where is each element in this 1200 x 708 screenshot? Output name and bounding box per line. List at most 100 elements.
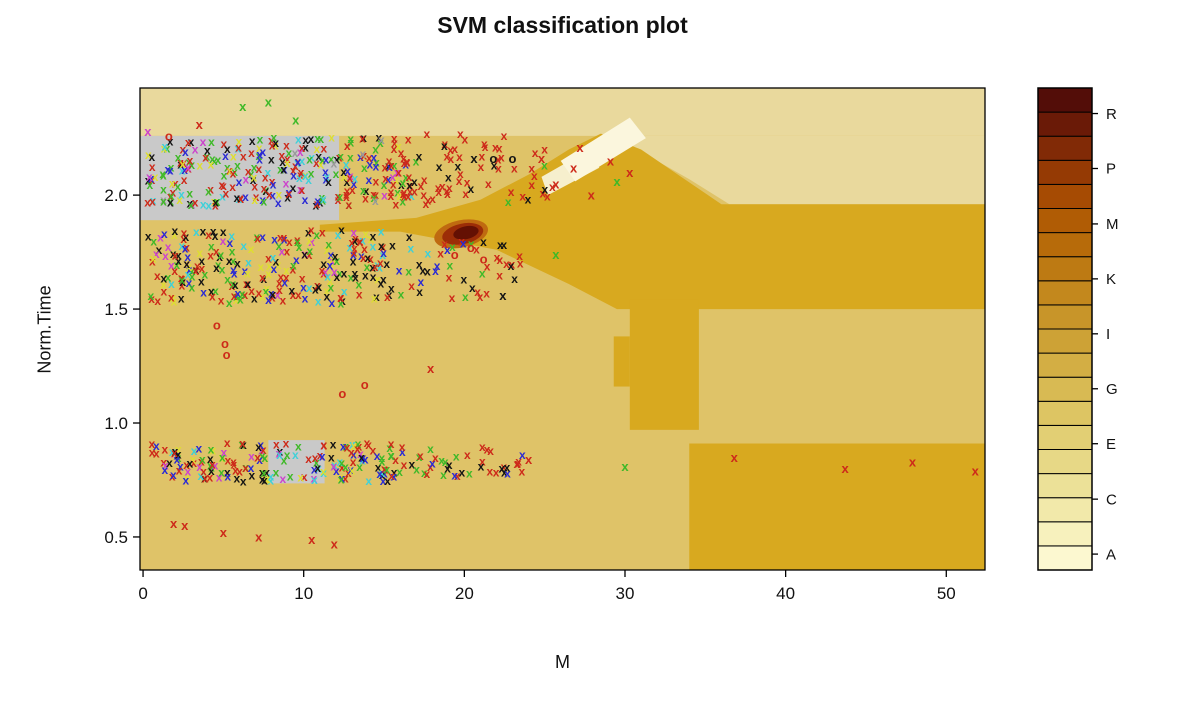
data-point-x: x [198, 455, 205, 469]
data-point-x: x [279, 294, 286, 308]
data-point-x: x [458, 235, 465, 249]
data-point-x: x [238, 438, 245, 452]
data-point-x: x [334, 270, 341, 284]
data-point-x: x [349, 183, 356, 197]
data-point-x: x [324, 270, 331, 284]
data-point-x: x [313, 156, 320, 170]
region-amber-band [319, 133, 985, 310]
data-point-x: x [314, 131, 321, 145]
data-point-x: x [187, 196, 194, 210]
data-point-x: x [313, 455, 320, 469]
data-point-x: x [283, 176, 290, 190]
data-point-x: x [254, 232, 261, 246]
data-point-x: x [172, 176, 179, 190]
data-point-o: o [221, 336, 229, 351]
data-point-x: x [180, 143, 187, 157]
data-point-x: x [425, 194, 432, 208]
data-point-x: x [185, 161, 192, 175]
data-point-x: x [263, 184, 270, 198]
data-point-x: x [208, 285, 215, 299]
data-point-x: x [295, 133, 302, 147]
data-point-x: x [347, 271, 354, 285]
data-point-x: x [160, 193, 167, 207]
data-point-x: x [179, 157, 186, 171]
data-point-x: x [177, 460, 184, 474]
data-point-x: x [394, 185, 401, 199]
data-point-x: x [391, 142, 398, 156]
data-point-x: x [150, 193, 157, 207]
data-point-x: x [232, 463, 239, 477]
data-point-x: x [153, 446, 160, 460]
data-point-x: x [228, 229, 235, 243]
data-point-x: x [250, 171, 257, 185]
data-point-x: x [451, 142, 458, 156]
data-point-x: x [212, 199, 219, 213]
data-point-x: x [347, 132, 354, 146]
data-point-x: x [356, 288, 363, 302]
data-point-x: x [152, 170, 159, 184]
data-point-x: x [399, 195, 406, 209]
data-point-x: x [266, 259, 273, 273]
data-point-x: x [269, 138, 276, 152]
data-point-x: x [171, 228, 178, 242]
data-point-x: x [481, 137, 488, 151]
data-point-x: x [296, 240, 303, 254]
data-point-x: x [185, 465, 192, 479]
data-point-x: x [281, 454, 288, 468]
data-point-x: x [251, 193, 258, 207]
data-point-x: x [338, 223, 345, 237]
data-point-x: x [477, 160, 484, 174]
data-point-x: x [302, 193, 309, 207]
data-point-x: x [169, 469, 176, 483]
data-point-x: x [207, 249, 214, 263]
data-point-x: x [231, 458, 238, 472]
data-point-x: x [160, 284, 167, 298]
data-point-x: x [841, 461, 849, 476]
data-point-x: x [531, 169, 538, 183]
data-point-x: x [237, 191, 244, 205]
data-point-x: x [256, 286, 263, 300]
data-point-x: x [429, 457, 436, 471]
data-point-x: x [377, 136, 384, 150]
data-point-x: x [386, 154, 393, 168]
data-point-x: x [504, 466, 511, 480]
data-point-x: x [215, 258, 222, 272]
legend-label: P [1106, 161, 1116, 178]
data-point-x: x [299, 154, 306, 168]
data-point-x: x [398, 146, 405, 160]
data-point-x: x [287, 470, 294, 484]
data-point-x: x [272, 136, 279, 150]
data-point-x: x [265, 251, 272, 265]
data-point-x: x [256, 141, 263, 155]
data-point-x: x [323, 172, 330, 186]
data-point-x: x [333, 167, 340, 181]
data-point-x: x [178, 279, 185, 293]
data-point-x: x [227, 164, 234, 178]
data-point-x: x [222, 149, 229, 163]
data-point-x: x [186, 263, 193, 277]
data-point-x: x [342, 439, 349, 453]
data-point-x: x [259, 449, 266, 463]
data-point-x: x [268, 469, 275, 483]
data-point-x: x [239, 287, 246, 301]
data-point-x: x [391, 158, 398, 172]
data-point-x: x [196, 246, 203, 260]
data-point-x: x [278, 245, 285, 259]
data-point-x: x [341, 170, 348, 184]
data-point-x: x [265, 94, 273, 109]
data-point-x: x [255, 440, 262, 454]
data-point-x: x [388, 448, 395, 462]
data-point-x: x [373, 156, 380, 170]
data-point-x: x [256, 453, 263, 467]
data-point-x: x [588, 188, 596, 203]
data-point-x: x [146, 170, 153, 184]
data-point-x: x [205, 185, 212, 199]
data-point-x: x [270, 135, 277, 149]
data-point-x: x [256, 162, 263, 176]
data-point-x: x [441, 139, 448, 153]
data-point-x: x [320, 439, 327, 453]
data-point-x: x [388, 189, 395, 203]
data-point-x: x [380, 246, 387, 260]
data-point-x: x [357, 447, 364, 461]
region-amber-mid-patch [629, 299, 699, 430]
